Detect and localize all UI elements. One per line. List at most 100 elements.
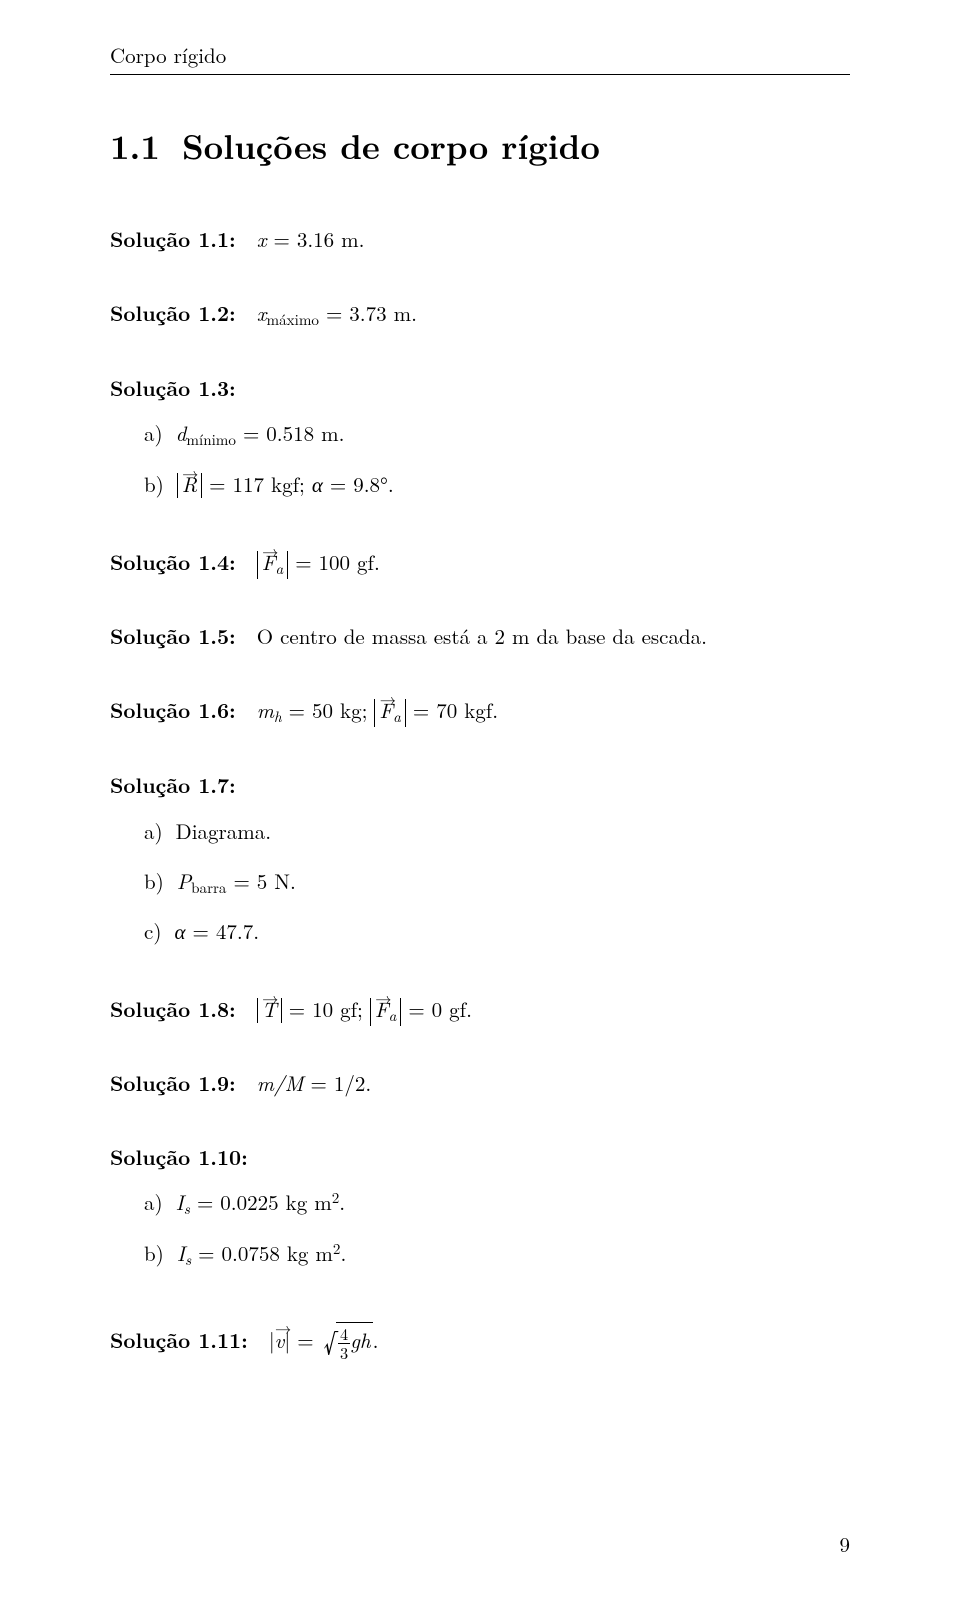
equation: = 47.7. (193, 916, 260, 946)
solution-text: Diagrama. (176, 816, 271, 846)
equation: = 3.16 m. (274, 224, 365, 254)
norm-bars: →Fa (374, 699, 405, 727)
variable-x: x (257, 298, 267, 328)
dot: . (340, 1238, 346, 1268)
equation: = 0.0758 kg m (198, 1238, 333, 1268)
solution-label: Solução 1.6: (110, 695, 236, 725)
solution-label: Solução 1.9: (110, 1068, 236, 1098)
solution-1-10: Solução 1.10: a) Is = 0.0225 kg m2. b) I… (110, 1142, 850, 1275)
page: Corpo rígido 1.1 Soluções de corpo rígido… (0, 0, 960, 1605)
section-number: 1.1 (110, 121, 160, 170)
lhs: m/M (257, 1068, 304, 1098)
vector-v: →v (275, 1325, 285, 1357)
vector-arrow-icon: → (262, 542, 278, 560)
dot: . (339, 1187, 345, 1217)
norm-bars: →Fa (370, 998, 401, 1026)
equals: = (297, 1325, 313, 1355)
equation: = 1/2. (311, 1068, 372, 1098)
solution-1-2: Solução 1.2: xmáximo = 3.73 m. (110, 298, 850, 331)
item-letter: b) (144, 469, 164, 499)
subscript: mínimo (186, 429, 236, 450)
variable-m: m (257, 695, 274, 725)
norm-bars: →R (177, 473, 202, 498)
solution-label: Solução 1.8: (110, 994, 236, 1024)
item-letter: c) (144, 916, 162, 946)
vector-R: →R (182, 473, 197, 496)
equation: = 0 gf. (408, 994, 472, 1024)
alpha: α (175, 916, 186, 946)
running-header: Corpo rígido (110, 40, 850, 75)
vector-arrow-icon: → (262, 989, 278, 1007)
item-letter: a) (144, 1187, 163, 1217)
solution-label: Solução 1.10: (110, 1142, 248, 1172)
subscript: barra (191, 876, 226, 897)
variable-I: I (176, 1187, 184, 1217)
sub-item-b: b) Is = 0.0758 kg m2. (144, 1234, 850, 1275)
vector-arrow-icon: → (380, 690, 396, 708)
equation: = 3.73 m. (326, 298, 417, 328)
equation: = 5 N. (233, 866, 295, 896)
subscript: s (185, 1249, 191, 1270)
subscript: s (184, 1198, 190, 1219)
equation: = 50 kg; (289, 695, 368, 725)
solution-label: Solução 1.4: (110, 547, 236, 577)
sub-item-a: a) Is = 0.0225 kg m2. (144, 1183, 850, 1224)
denominator: 3 (338, 1343, 350, 1361)
variable-d: d (176, 418, 187, 448)
vector-arrow-icon: → (375, 989, 391, 1007)
sub-item-b: b) Pbarra = 5 N. (144, 862, 850, 903)
subscript: máximo (267, 308, 319, 329)
item-letter: a) (144, 418, 163, 448)
solution-1-8: Solução 1.8: →T = 10 gf; →Fa = 0 gf. (110, 994, 850, 1026)
solution-1-9: Solução 1.9: m/M = 1/2. (110, 1068, 850, 1100)
vector-Fa: →F (262, 551, 276, 574)
solution-text: O centro de massa está a 2 m da base da … (257, 621, 707, 651)
equation: = 100 gf. (295, 547, 380, 577)
page-number: 9 (840, 1529, 851, 1559)
equation: = 10 gf; (289, 994, 363, 1024)
solution-1-1: Solução 1.1: x = 3.16 m. (110, 224, 850, 256)
solution-label: Solução 1.5: (110, 621, 236, 651)
section-title-text: Soluções de corpo rígido (182, 121, 600, 170)
variable-P: P (177, 866, 191, 896)
fraction: 43 (338, 1326, 350, 1361)
gh: gh (350, 1325, 370, 1355)
equation: = 0.518 m. (243, 418, 345, 448)
solution-label: Solução 1.7: (110, 770, 236, 800)
dot: . (373, 1325, 379, 1355)
sub-item-a: a) dmínimo = 0.518 m. (144, 414, 850, 455)
solution-1-7: Solução 1.7: a) Diagrama. b) Pbarra = 5 … (110, 770, 850, 952)
equation: = 0.0225 kg m (197, 1187, 332, 1217)
alpha: α (312, 469, 323, 499)
solution-1-5: Solução 1.5: O centro de massa está a 2 … (110, 621, 850, 653)
variable-x: x (257, 224, 267, 254)
solution-label: Solução 1.1: (110, 224, 236, 254)
item-letter: b) (144, 866, 164, 896)
sub-item-c: c) α = 47.7. (144, 912, 850, 952)
solution-1-11: Solução 1.11: |→v| = 43gh. (110, 1316, 850, 1361)
solution-label: Solução 1.3: (110, 373, 236, 403)
norm-bars: →T (257, 998, 282, 1023)
vector-Fa: →F (375, 998, 389, 1021)
solution-label: Solução 1.11: (110, 1325, 248, 1355)
equation: = 117 kgf; (209, 469, 305, 499)
subscript: h (274, 706, 282, 727)
solution-1-6: Solução 1.6: mh = 50 kg; →Fa = 70 kgf. (110, 695, 850, 728)
equation: = 9.8°. (330, 469, 394, 499)
solution-label: Solução 1.2: (110, 298, 236, 328)
vector-T: →T (262, 998, 277, 1021)
vector-arrow-icon: → (275, 1316, 291, 1341)
sub-item-b: b) →R = 117 kgf; α = 9.8°. (144, 465, 850, 505)
solution-1-3: Solução 1.3: a) dmínimo = 0.518 m. b) →R… (110, 373, 850, 505)
sub-item-a: a) Diagrama. (144, 812, 850, 852)
vector-Fa: →F (379, 699, 393, 722)
vector-arrow-icon: → (182, 464, 198, 482)
item-letter: a) (144, 816, 163, 846)
section-title: 1.1 Soluções de corpo rígido (110, 121, 850, 170)
solution-1-4: Solução 1.4: →Fa = 100 gf. (110, 547, 850, 579)
equation: = 70 kgf. (413, 695, 498, 725)
item-letter: b) (144, 1238, 164, 1268)
variable-I: I (177, 1238, 185, 1268)
sqrt: 43gh (321, 1316, 373, 1361)
norm-bars: →Fa (257, 551, 288, 579)
